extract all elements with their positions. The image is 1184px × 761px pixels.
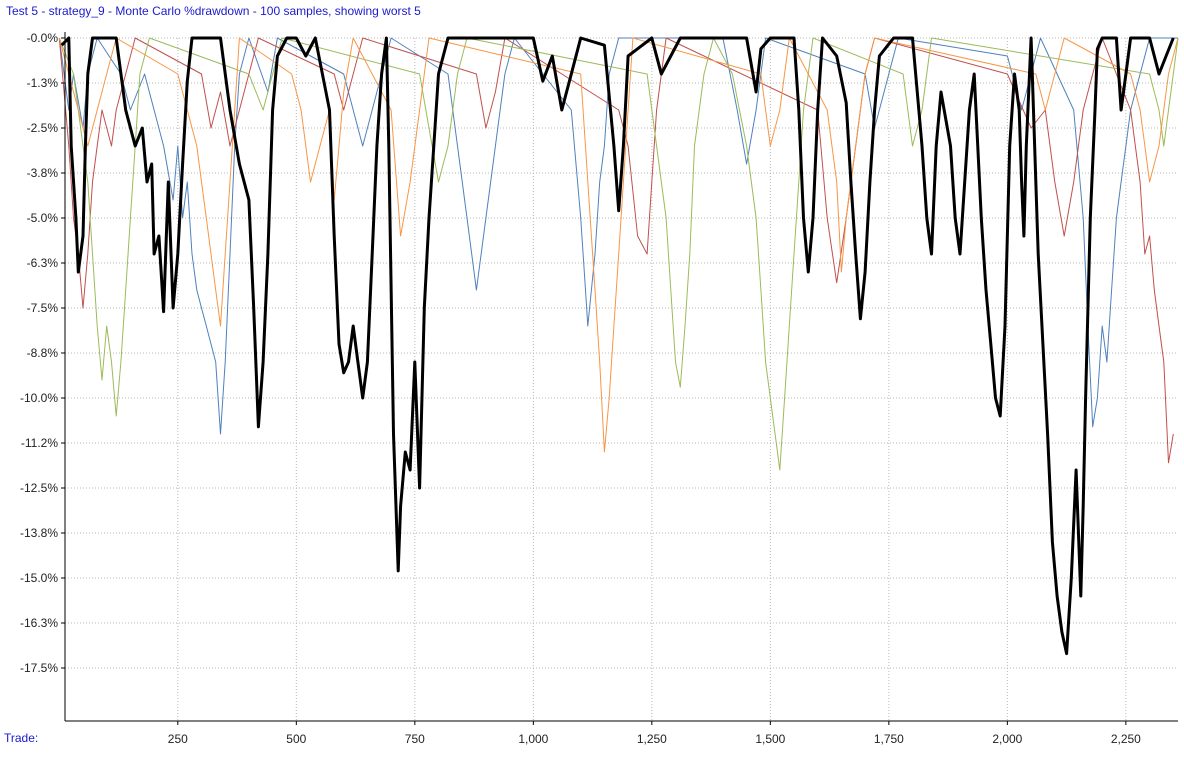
series-line-3 xyxy=(58,37,1179,471)
y-tick-label: -1.3% xyxy=(27,76,59,90)
series-line-1 xyxy=(58,37,1178,435)
series-line-4 xyxy=(58,37,1179,453)
y-tick-label: -5.0% xyxy=(27,211,59,225)
y-tick-label: -15.0% xyxy=(20,571,58,585)
x-tick-label: 2,250 xyxy=(1111,732,1141,746)
y-tick-label: -17.5% xyxy=(20,661,58,675)
x-tick-label: 1,000 xyxy=(518,732,548,746)
x-tick-labels: 250 500 750 1,000 1,250 1,500 1,750 2,000 2,250 xyxy=(168,732,1141,746)
y-tick-label: -10.0% xyxy=(20,391,58,405)
y-tick-label: -13.8% xyxy=(20,526,58,540)
x-axis-label: Trade: xyxy=(4,731,39,745)
chart-title: Test 5 - strategy_9 - Monte Carlo %drawd… xyxy=(6,4,421,18)
x-tick-label: 1,500 xyxy=(755,732,785,746)
series-lines xyxy=(58,36,1179,656)
y-tick-label: -6.3% xyxy=(27,256,59,270)
y-tick-label: -0.0% xyxy=(27,31,59,45)
y-tick-label: -3.8% xyxy=(27,166,59,180)
x-tick-label: 500 xyxy=(286,732,306,746)
x-tick-label: 1,750 xyxy=(874,732,904,746)
y-tick-label: -7.5% xyxy=(27,301,59,315)
x-tick-label: 2,000 xyxy=(992,732,1022,746)
series-line-0 xyxy=(60,36,1175,656)
x-tick-label: 250 xyxy=(168,732,188,746)
y-tick-label: -8.8% xyxy=(27,346,59,360)
y-tick-labels: -0.0% -1.3% -2.5% -3.8% -5.0% -6.3% -7.5% -8.8%… xyxy=(20,31,58,675)
y-tick-label: -2.5% xyxy=(27,121,59,135)
series-line-2 xyxy=(58,37,1174,464)
y-tick-label: -16.3% xyxy=(20,616,58,630)
y-tick-label: -11.2% xyxy=(21,436,58,450)
y-tick-label: -12.5% xyxy=(20,481,58,495)
x-tick-label: 750 xyxy=(405,732,425,746)
x-tick-label: 1,250 xyxy=(637,732,667,746)
axes xyxy=(61,32,1178,725)
